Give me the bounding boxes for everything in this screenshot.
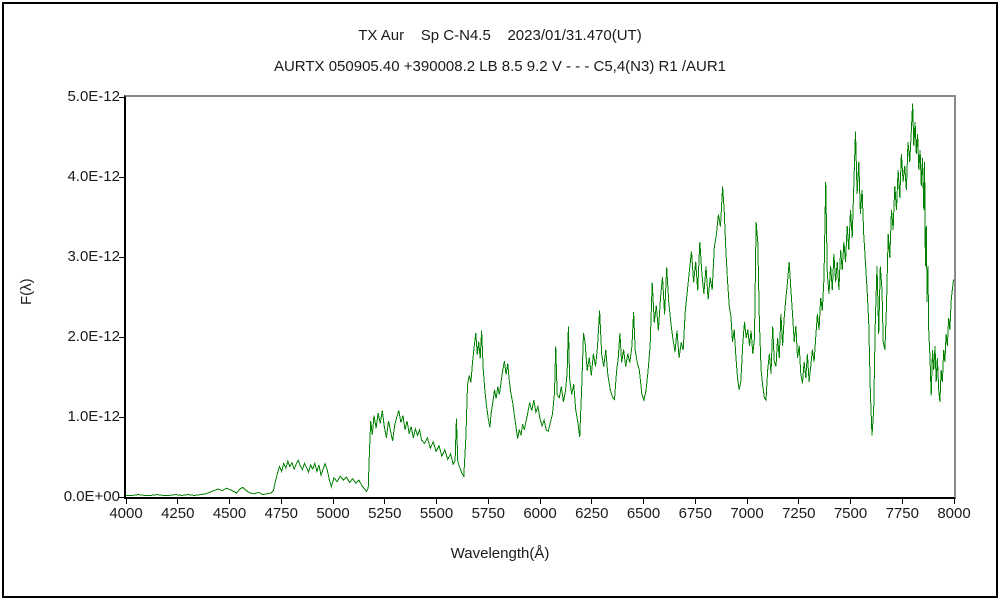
y-tick-mark	[119, 496, 124, 498]
x-tick-mark	[125, 499, 127, 504]
x-tick-label: 4750	[264, 505, 298, 522]
y-tick-label: 1.0E-12	[67, 408, 120, 425]
chart-title: TX Aur Sp C-N4.5 2023/01/31.470(UT)	[358, 27, 642, 44]
x-tick-label: 5250	[368, 505, 402, 522]
spectrum-chart	[126, 103, 954, 496]
x-tick-label: 6000	[523, 505, 557, 522]
x-tick-mark	[177, 499, 179, 504]
x-tick-mark	[280, 499, 282, 504]
x-axis-title: Wavelength(Å)	[450, 545, 550, 562]
y-tick-label: 4.0E-12	[67, 168, 120, 185]
y-tick-mark	[119, 336, 124, 338]
chart-subtitle: AURTX 050905.40 +390008.2 LB 8.5 9.2 V -…	[273, 58, 727, 75]
x-tick-label: 7000	[730, 505, 764, 522]
x-tick-label: 8000	[937, 505, 971, 522]
x-tick-mark	[332, 499, 334, 504]
x-tick-mark	[229, 499, 230, 504]
spectrum-line	[126, 103, 954, 496]
x-tick-label: 6500	[626, 505, 661, 522]
x-tick-mark	[953, 499, 955, 504]
x-tick-mark	[539, 499, 541, 504]
x-tick-label: 5000	[316, 505, 350, 522]
x-tick-label: 5750	[471, 505, 505, 522]
y-tick-mark	[119, 176, 124, 178]
y-tick-mark	[119, 256, 124, 258]
y-tick-label: 3.0E-12	[67, 248, 120, 265]
x-tick-mark	[901, 499, 903, 504]
x-tick-label: 4500	[212, 505, 247, 522]
x-tick-mark	[694, 499, 696, 504]
y-tick-label: 0.0E+00	[63, 488, 120, 505]
x-tick-mark	[384, 499, 386, 504]
x-tick-mark	[487, 499, 489, 504]
x-tick-label: 7500	[833, 505, 868, 522]
x-tick-label: 6750	[678, 505, 712, 522]
x-tick-label: 4250	[161, 505, 195, 522]
y-axis-title: F(λ)	[18, 278, 35, 305]
x-tick-label: 4000	[109, 505, 143, 522]
x-tick-label: 7250	[782, 505, 816, 522]
x-tick-mark	[798, 499, 800, 504]
x-tick-mark	[643, 499, 644, 504]
x-tick-mark	[850, 499, 851, 504]
y-tick-mark	[119, 96, 124, 98]
x-tick-label: 5500	[419, 505, 454, 522]
plot-area	[124, 95, 956, 499]
y-tick-label: 5.0E-12	[67, 88, 120, 105]
x-tick-label: 7750	[885, 505, 919, 522]
x-tick-mark	[746, 499, 748, 504]
x-tick-mark	[436, 499, 437, 504]
y-tick-label: 2.0E-12	[67, 328, 120, 345]
x-tick-mark	[591, 499, 593, 504]
y-tick-mark	[119, 416, 124, 418]
x-tick-label: 6250	[575, 505, 609, 522]
